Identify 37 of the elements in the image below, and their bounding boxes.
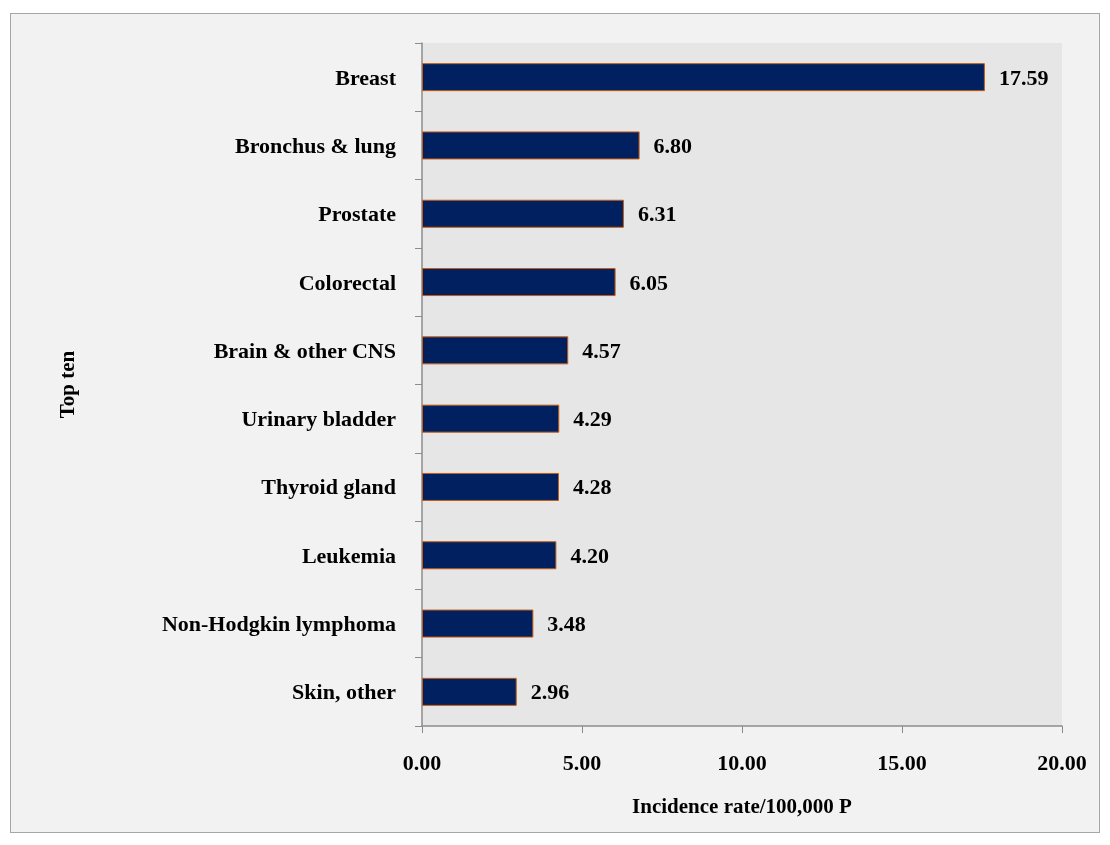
- x-tick-label: 10.00: [717, 749, 767, 775]
- bar: [422, 268, 616, 297]
- data-label: 6.31: [637, 201, 677, 227]
- bar: [422, 677, 517, 706]
- y-tick-label: Urinary bladder: [241, 406, 397, 432]
- data-label: 4.20: [570, 542, 609, 568]
- bar: [422, 131, 640, 160]
- y-tick-label: Skin, other: [292, 679, 397, 705]
- x-tick-label: 0.00: [402, 749, 442, 775]
- bar: [422, 199, 624, 228]
- data-label: 6.80: [653, 132, 693, 158]
- bar: [422, 63, 985, 92]
- bar: [422, 404, 560, 433]
- data-label: 2.96: [530, 679, 570, 705]
- data-label: 17.59: [998, 64, 1049, 90]
- y-tick-label: Colorectal: [298, 269, 396, 295]
- y-tick-label: Thyroid gland: [261, 474, 396, 500]
- bar: [422, 336, 569, 365]
- x-tick-label: 15.00: [877, 749, 927, 775]
- x-tick-label: 5.00: [562, 749, 602, 775]
- y-tick-label: Non-Hodgkin lymphoma: [161, 611, 396, 637]
- bar: [422, 541, 557, 570]
- bar: [422, 609, 534, 638]
- y-tick-label: Leukemia: [301, 542, 396, 568]
- data-label: 6.05: [629, 269, 669, 295]
- y-tick-label: Bronchus & lung: [235, 132, 396, 158]
- y-tick-label: Prostate: [318, 201, 397, 227]
- bar: [422, 472, 559, 501]
- y-tick-label: Breast: [335, 64, 397, 90]
- x-axis-title: Incidence rate/100,000 P: [632, 793, 853, 818]
- y-tick-label: Brain & other CNS: [213, 337, 396, 363]
- data-label: 4.57: [582, 337, 621, 363]
- x-tick-label: 20.00: [1037, 749, 1087, 775]
- data-label: 3.48: [547, 611, 586, 637]
- data-label: 4.29: [573, 406, 612, 432]
- y-axis-title: Top ten: [54, 350, 79, 419]
- data-label: 4.28: [572, 474, 612, 500]
